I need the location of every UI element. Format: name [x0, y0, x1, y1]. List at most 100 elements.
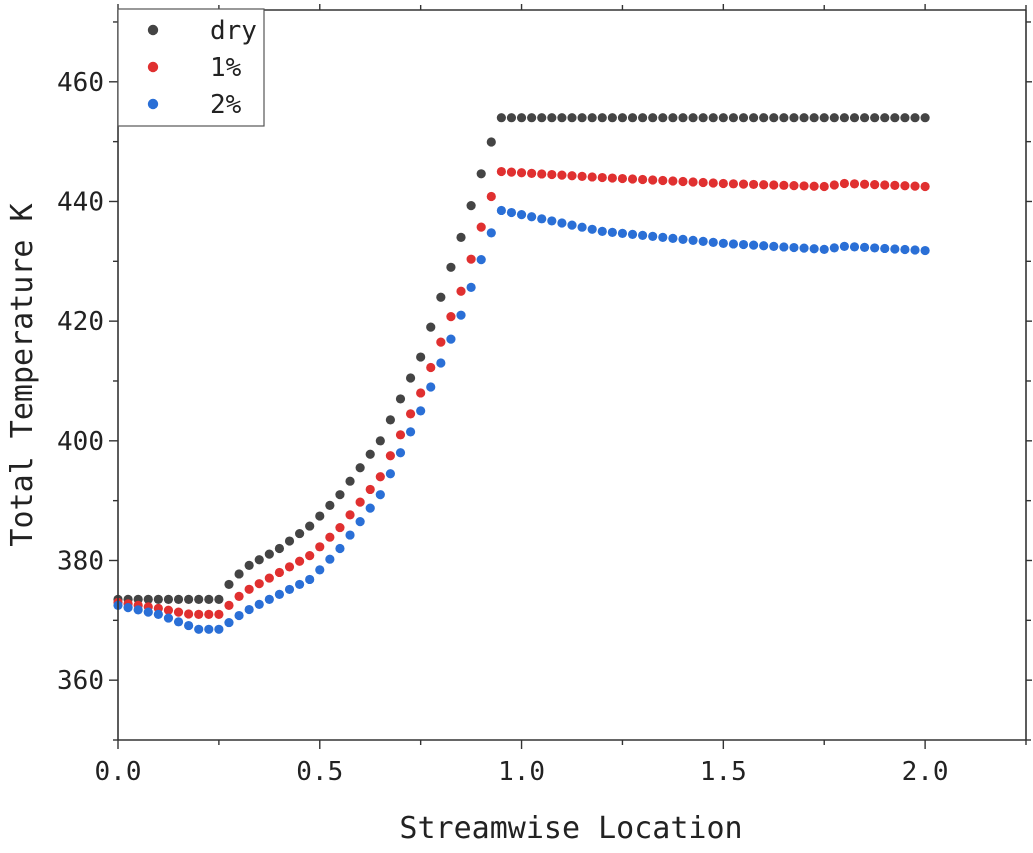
- data-point: [638, 230, 648, 240]
- data-point: [738, 239, 749, 250]
- data-point: [547, 169, 557, 180]
- data-point: [728, 179, 739, 189]
- data-point: [769, 180, 779, 190]
- data-point: [486, 137, 496, 147]
- data-point: [597, 113, 607, 123]
- data-point: [678, 176, 688, 187]
- data-point: [506, 113, 517, 123]
- data-point: [264, 594, 274, 604]
- data-point: [506, 167, 517, 177]
- data-point: [789, 181, 799, 191]
- data-point: [718, 113, 728, 123]
- data-point: [345, 476, 355, 486]
- data-point: [284, 536, 295, 546]
- data-point: [749, 240, 759, 250]
- data-point: [274, 589, 285, 599]
- data-point: [900, 181, 910, 191]
- data-point: [617, 113, 628, 123]
- legend-label-dry: dry: [210, 16, 257, 46]
- data-point: [345, 530, 355, 540]
- data-point: [244, 604, 254, 615]
- data-point: [668, 233, 678, 243]
- data-point: [567, 220, 577, 230]
- data-point: [214, 594, 224, 604]
- series-0: [113, 113, 930, 604]
- data-point: [537, 169, 547, 179]
- data-point: [547, 113, 557, 123]
- data-point: [254, 555, 264, 565]
- data-point: [446, 312, 456, 322]
- data-point: [224, 600, 234, 610]
- data-point: [516, 210, 527, 220]
- data-point: [839, 178, 850, 189]
- data-point: [537, 113, 547, 123]
- data-point: [779, 242, 789, 252]
- y-tick-label: 380: [57, 546, 104, 576]
- data-point: [436, 292, 446, 302]
- data-point: [648, 231, 658, 241]
- legend: dry 1% 2%: [117, 8, 265, 127]
- data-point: [587, 172, 597, 182]
- data-point: [890, 244, 900, 254]
- data-point: [153, 594, 163, 604]
- data-point: [426, 362, 436, 373]
- data-point: [234, 569, 244, 579]
- y-tick-label: 460: [57, 68, 104, 98]
- legend-label-1pct: 1%: [210, 53, 242, 83]
- legend-marker-2pct: [147, 98, 159, 110]
- data-point: [668, 176, 678, 186]
- data-point: [355, 497, 365, 507]
- data-point: [365, 503, 375, 513]
- data-point: [607, 113, 617, 123]
- data-point: [809, 244, 819, 254]
- data-point: [587, 113, 597, 123]
- data-point: [395, 430, 406, 440]
- data-point: [184, 594, 194, 604]
- data-point: [416, 352, 426, 362]
- data-point: [254, 579, 264, 589]
- data-point: [456, 232, 466, 242]
- data-point: [173, 617, 184, 627]
- x-axis-title: Streamwise Location: [399, 811, 742, 846]
- data-point: [244, 584, 254, 594]
- legend-item-2pct: 2%: [147, 90, 242, 120]
- data-point: [870, 113, 880, 123]
- data-point: [244, 560, 254, 570]
- data-point: [456, 286, 466, 296]
- data-point: [355, 516, 365, 527]
- data-point: [658, 113, 668, 123]
- y-tick-label: 400: [57, 427, 104, 457]
- data-point: [184, 609, 194, 619]
- data-point: [476, 255, 486, 265]
- data-point: [749, 179, 759, 190]
- data-point: [567, 171, 577, 181]
- data-point: [688, 235, 698, 245]
- data-point: [527, 113, 537, 123]
- data-point: [204, 624, 214, 634]
- data-point: [123, 603, 133, 613]
- data-point: [284, 562, 295, 572]
- data-point: [627, 113, 638, 123]
- data-point: [698, 236, 708, 246]
- data-point: [426, 382, 436, 392]
- data-point: [466, 282, 476, 292]
- data-point: [738, 179, 749, 189]
- data-point: [557, 218, 567, 228]
- data-point: [204, 594, 214, 604]
- data-point: [638, 174, 648, 185]
- data-point: [295, 579, 305, 590]
- data-point: [516, 168, 527, 178]
- data-point: [678, 234, 688, 244]
- data-point: [577, 171, 587, 181]
- data-point: [436, 337, 446, 347]
- data-point: [718, 238, 728, 248]
- axis-ticks: 0.0 0.5 1.0 1.5 2.0 360 380 400 420 440 460: [57, 4, 1032, 787]
- data-point: [436, 358, 446, 368]
- series-1: [113, 166, 930, 619]
- data-point: [819, 181, 829, 192]
- data-point: [295, 528, 305, 539]
- data-point: [516, 113, 527, 123]
- data-point: [224, 617, 234, 628]
- data-point: [759, 180, 769, 190]
